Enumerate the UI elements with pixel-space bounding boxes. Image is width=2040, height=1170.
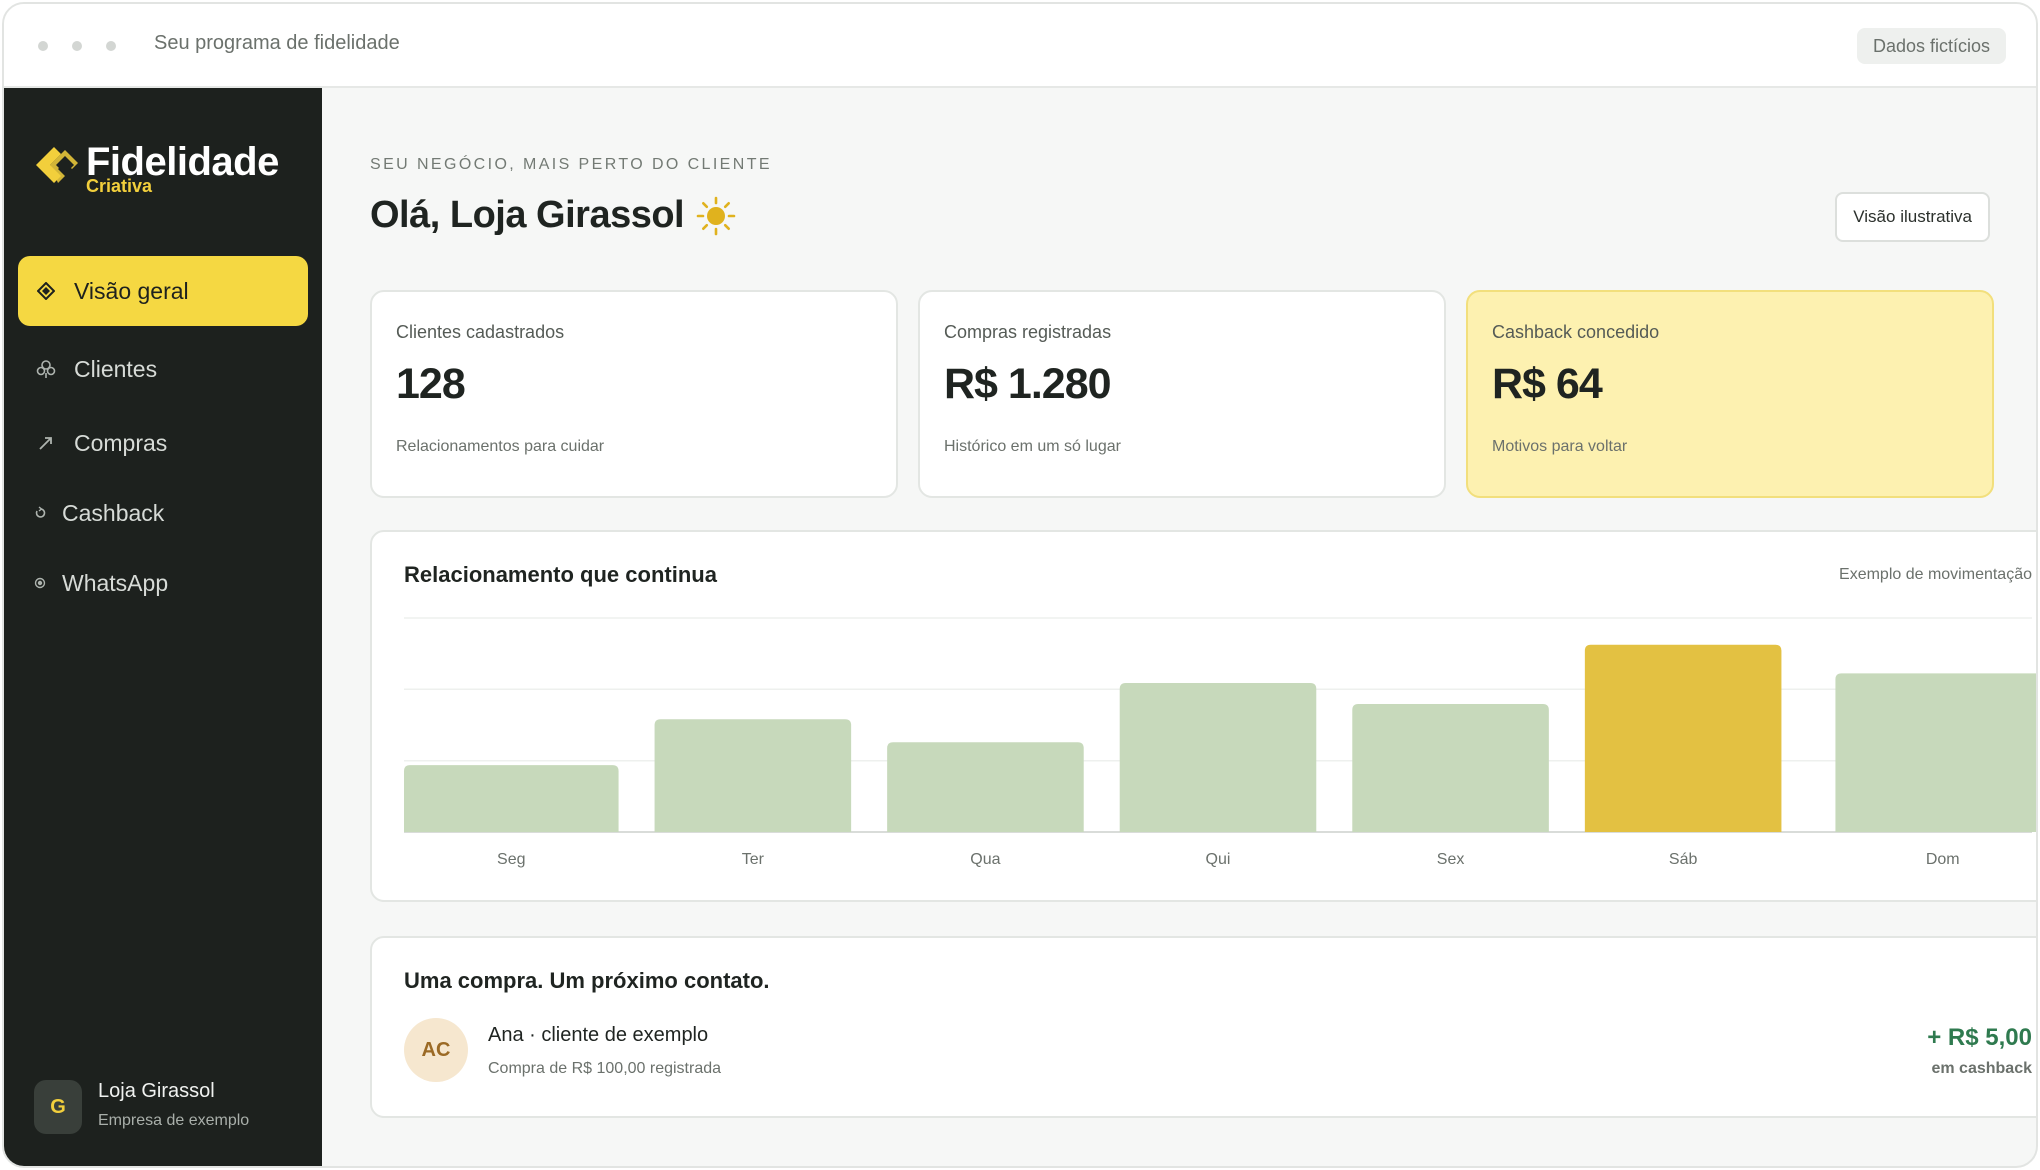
arrow-icon: [36, 433, 56, 453]
sidebar-item-label: WhatsApp: [62, 569, 169, 596]
cashback-label: em cashback: [1931, 1060, 2032, 1077]
sidebar-item-label: Visão geral: [74, 277, 189, 304]
stat-footnote: Motivos para voltar: [1492, 438, 1628, 455]
logo-mark-icon: [36, 147, 78, 183]
window-dot: [106, 41, 116, 51]
profile-name: Loja Girassol: [98, 1080, 215, 1102]
x-tick-label: Seg: [497, 851, 525, 868]
diamond-icon: [36, 281, 56, 301]
x-tick-label: Ter: [742, 851, 765, 868]
chart-card: Relacionamento que continua Exemplo de m…: [370, 530, 2038, 902]
refresh-icon: [34, 503, 46, 523]
bar-ter[interactable]: [654, 719, 852, 832]
stat-card-compras: Compras registradas R$ 1.280 Histórico e…: [918, 290, 1446, 498]
stat-label: Cashback concedido: [1492, 322, 1660, 342]
stat-value: 128: [396, 360, 466, 408]
window-dot: [38, 41, 48, 51]
sidebar-item-label: Clientes: [74, 355, 158, 382]
bar-qui[interactable]: [1119, 682, 1317, 832]
contact-name[interactable]: Ana · cliente de exemplo: [488, 1024, 709, 1046]
bar-chart: Seg Ter Qua Qui Sex Sáb Dom: [404, 617, 2038, 868]
stat-footnote: Relacionamentos para cuidar: [396, 438, 605, 455]
chart-title: Relacionamento que continua: [404, 562, 717, 587]
stat-footnote: Histórico em um só lugar: [944, 438, 1121, 455]
dot-icon: [34, 573, 46, 593]
main-content: SEU NEGÓCIO, MAIS PERTO DO CLIENTE Olá, …: [322, 88, 2036, 1166]
bar-sáb[interactable]: [1584, 644, 1782, 832]
stat-label: Clientes cadastrados: [396, 322, 565, 342]
x-tick-label: Dom: [1926, 851, 1960, 868]
x-tick-label: Qua: [970, 851, 1000, 868]
sidebar-item-cashback[interactable]: Cashback: [18, 478, 308, 548]
contact-title: Uma compra. Um próximo contato.: [404, 968, 770, 993]
stat-card-cashback: Cashback concedido R$ 64 Motivos para vo…: [1466, 290, 1994, 498]
x-tick-label: Sex: [1437, 851, 1465, 868]
page-title: Olá, Loja Girassol: [370, 194, 736, 237]
bar-seg[interactable]: [404, 765, 619, 832]
sidebar-item-compras[interactable]: Compras: [18, 408, 308, 478]
avatar: AC: [404, 1018, 468, 1082]
page-eyebrow: SEU NEGÓCIO, MAIS PERTO DO CLIENTE: [370, 156, 772, 173]
stat-card-clientes: Clientes cadastrados 128 Relacionamentos…: [370, 290, 898, 498]
sidebar-item-label: Compras: [74, 429, 168, 456]
logo-subtitle: Criativa: [86, 176, 153, 196]
sidebar-item-visao-geral[interactable]: Visão geral: [18, 256, 308, 326]
title-bar: Seu programa de fidelidade Dados fictíci…: [4, 4, 2036, 88]
greeting-text: Olá, Loja Girassol: [370, 194, 685, 236]
bar-dom[interactable]: [1835, 673, 2038, 832]
stat-value: R$ 64: [1492, 360, 1603, 408]
contact-card: Uma compra. Um próximo contato. AC Ana ·…: [370, 936, 2036, 1118]
chart-note: Exemplo de movimentação: [1839, 566, 2032, 583]
window-dot: [72, 41, 82, 51]
bar-qua[interactable]: [887, 742, 1084, 832]
bar-sex[interactable]: [1352, 703, 1549, 832]
avatar: G: [34, 1080, 82, 1134]
sidebar-item-label: Cashback: [62, 499, 165, 526]
users-icon: [36, 359, 56, 379]
logo-wordmark: Fidelidade: [86, 140, 279, 184]
sun-icon: [696, 196, 736, 235]
window-title: Seu programa de fidelidade: [154, 32, 400, 54]
store-profile[interactable]: G Loja Girassol Empresa de exemplo: [34, 1080, 314, 1136]
profile-subtitle: Empresa de exemplo: [98, 1112, 250, 1129]
sidebar: Fidelidade Criativa Visão geral Clientes…: [4, 88, 322, 1166]
sidebar-item-clientes[interactable]: Clientes: [18, 334, 308, 404]
illustrative-view-button[interactable]: Visão ilustrativa: [1835, 192, 1990, 242]
sidebar-item-whatsapp[interactable]: WhatsApp: [18, 548, 308, 618]
fictional-data-badge: Dados fictícios: [1856, 28, 2006, 64]
contact-purchase-note: Compra de R$ 100,00 registrada: [488, 1060, 722, 1077]
x-tick-label: Qui: [1206, 851, 1231, 868]
x-tick-label: Sáb: [1669, 851, 1698, 868]
cashback-amount: + R$ 5,00: [1927, 1024, 2032, 1051]
stat-label: Compras registradas: [944, 322, 1112, 342]
stat-value: R$ 1.280: [944, 360, 1112, 408]
